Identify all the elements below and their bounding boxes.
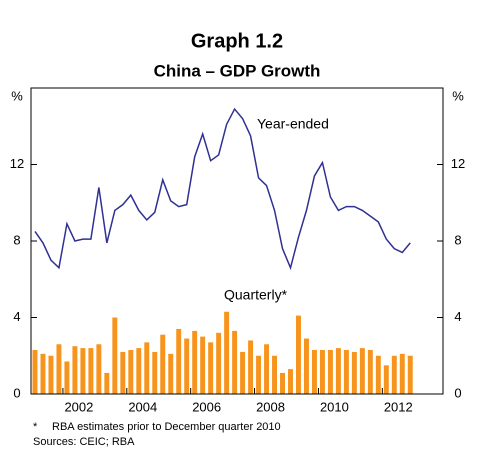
bar <box>88 348 94 394</box>
series-label: Year-ended <box>257 116 329 132</box>
bar <box>96 344 102 394</box>
bar <box>32 350 38 394</box>
bar <box>296 315 301 394</box>
bar <box>311 350 317 394</box>
chart-title: Graph 1.2 <box>191 30 283 52</box>
y-tick-label: 4 <box>13 309 20 324</box>
bar <box>144 342 150 394</box>
y2-unit: % <box>452 88 464 103</box>
bar <box>64 361 70 394</box>
bar <box>256 355 262 394</box>
source: Sources: CEIC; RBA <box>33 436 135 448</box>
bar <box>288 369 293 394</box>
x-tick-label: 2010 <box>320 399 349 414</box>
bar <box>319 350 325 394</box>
footnote: RBA estimates prior to December quarter … <box>52 421 281 433</box>
y2-tick-label: 0 <box>454 385 461 400</box>
bar <box>112 317 118 394</box>
y-tick-label: 0 <box>13 385 20 400</box>
y-tick-label: 12 <box>10 156 24 171</box>
bar <box>160 334 166 394</box>
bar <box>248 340 254 394</box>
bar <box>343 350 349 394</box>
bar <box>327 350 333 394</box>
bar <box>359 348 365 394</box>
bar <box>240 351 246 394</box>
bar <box>136 348 142 394</box>
bar <box>192 330 198 394</box>
bar <box>72 346 78 394</box>
x-tick-label: 2002 <box>64 399 93 414</box>
x-tick-label: 2006 <box>192 399 221 414</box>
bar <box>184 338 190 394</box>
bar <box>168 353 174 394</box>
bar <box>351 351 357 394</box>
bar <box>208 342 214 394</box>
bar <box>56 344 62 394</box>
bar <box>280 372 285 394</box>
bar <box>383 365 389 394</box>
bar <box>224 311 230 394</box>
x-tick-label: 2008 <box>256 399 285 414</box>
bar <box>120 351 126 394</box>
chart-subtitle: China – GDP Growth <box>154 61 321 80</box>
bar <box>40 353 46 394</box>
y2-tick-label: 4 <box>454 309 461 324</box>
bar <box>104 372 110 394</box>
series-label: Quarterly* <box>224 287 288 303</box>
bar <box>216 332 222 394</box>
x-tick-label: 2004 <box>128 399 157 414</box>
bar <box>367 350 373 394</box>
y2-tick-label: 8 <box>454 232 461 247</box>
bar <box>335 348 341 394</box>
y2-tick-label: 12 <box>451 156 465 171</box>
bar <box>128 350 134 394</box>
bar <box>399 353 405 394</box>
bar <box>152 351 158 394</box>
x-tick-label: 2012 <box>384 399 413 414</box>
y-tick-label: 8 <box>13 232 20 247</box>
bar <box>48 355 54 394</box>
bar <box>407 355 413 394</box>
bar <box>391 355 397 394</box>
bar <box>272 355 278 394</box>
bar <box>80 348 86 394</box>
bar <box>375 355 381 394</box>
bar <box>200 336 206 394</box>
bar <box>264 344 270 394</box>
y-unit: % <box>11 88 23 103</box>
bar <box>303 338 309 394</box>
line <box>34 107 411 271</box>
bar <box>176 328 182 394</box>
footnote-marker: * <box>33 421 38 433</box>
bar <box>232 330 238 394</box>
